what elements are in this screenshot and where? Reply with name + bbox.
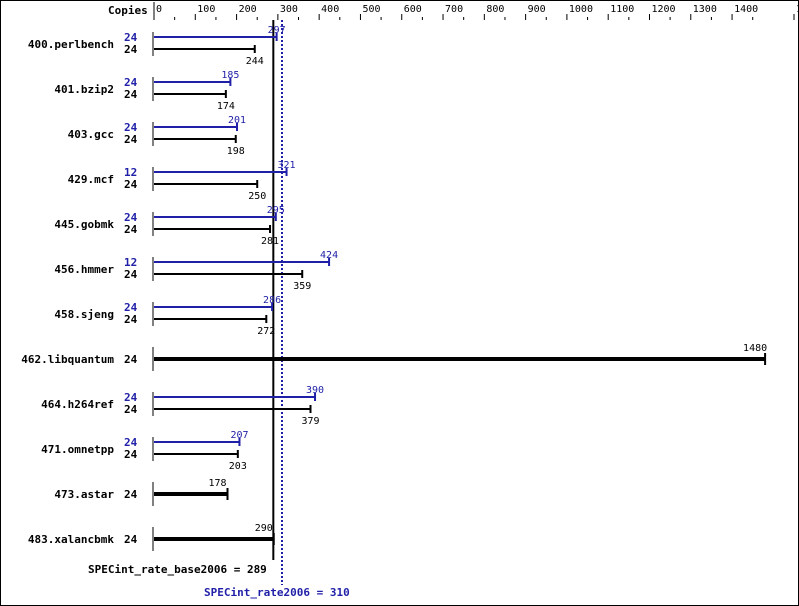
peak-copies: 24 (124, 121, 138, 134)
peak-copies: 24 (124, 211, 138, 224)
benchmark-label: 401.bzip2 (54, 83, 114, 96)
x-tick-label: 400 (321, 4, 339, 15)
benchmark-label: 445.gobmk (54, 218, 114, 231)
x-tick-label: 1400 (734, 4, 758, 15)
base-value-label: 1480 (743, 343, 767, 354)
base-copies: 24 (124, 313, 138, 326)
x-tick-label: 0 (156, 4, 162, 15)
base-copies: 24 (124, 403, 138, 416)
base-value-label: 250 (248, 191, 266, 202)
benchmark-label: 403.gcc (68, 128, 114, 141)
base-copies: 24 (124, 43, 138, 56)
x-tick-label: 100 (197, 4, 215, 15)
benchmark-label: 458.sjeng (54, 308, 114, 321)
peak-value-label: 321 (278, 160, 296, 171)
peak-copies: 24 (124, 31, 138, 44)
x-tick-label: 600 (404, 4, 422, 15)
benchmark-label: 483.xalancbmk (28, 533, 114, 546)
peak-copies: 24 (124, 301, 138, 314)
peak-copies: 12 (124, 256, 137, 269)
peak-value-label: 297 (268, 25, 286, 36)
benchmark-label: 400.perlbench (28, 38, 114, 51)
base-value-label: 359 (293, 281, 311, 292)
base-value-label: 203 (229, 461, 247, 472)
base-copies: 24 (124, 448, 138, 461)
base-value-label: 244 (246, 56, 264, 67)
x-tick-label: 300 (280, 4, 298, 15)
base-copies: 24 (124, 88, 138, 101)
x-tick-label: 500 (362, 4, 380, 15)
base-value-label: 272 (257, 326, 275, 337)
base-copies: 24 (124, 223, 138, 236)
x-tick-label: 1200 (651, 4, 675, 15)
peak-value-label: 390 (306, 385, 324, 396)
x-tick-label: 1100 (610, 4, 634, 15)
base-value-label: 174 (217, 101, 235, 112)
x-tick-label: 1000 (569, 4, 593, 15)
base-copies: 24 (124, 533, 138, 546)
x-tick-label: 1300 (693, 4, 717, 15)
peak-value-label: 201 (228, 115, 246, 126)
peak-value-label: 207 (230, 430, 248, 441)
base-summary-label: SPECint_rate_base2006 = 289 (88, 563, 267, 576)
x-tick-label: 700 (445, 4, 463, 15)
base-value-label: 290 (255, 523, 273, 534)
base-copies: 24 (124, 178, 138, 191)
peak-copies: 24 (124, 391, 138, 404)
peak-copies: 24 (124, 76, 138, 89)
base-value-label: 379 (301, 416, 319, 427)
peak-copies: 12 (124, 166, 137, 179)
base-copies: 24 (124, 133, 138, 146)
base-copies: 24 (124, 353, 138, 366)
x-tick-label: 200 (239, 4, 257, 15)
benchmark-label: 462.libquantum (21, 353, 114, 366)
x-tick-label: 900 (528, 4, 546, 15)
peak-copies: 24 (124, 436, 138, 449)
base-value-label: 281 (261, 236, 279, 247)
base-copies: 24 (124, 488, 138, 501)
base-value-label: 198 (227, 146, 245, 157)
base-copies: 24 (124, 268, 138, 281)
x-tick-label: 1550 (796, 4, 799, 15)
peak-summary-label: SPECint_rate2006 = 310 (204, 586, 350, 599)
base-value-label: 178 (208, 478, 226, 489)
peak-value-label: 286 (263, 295, 281, 306)
benchmark-label: 464.h264ref (41, 398, 114, 411)
peak-value-label: 185 (221, 70, 239, 81)
copies-header: Copies (108, 4, 148, 17)
benchmark-label: 456.hmmer (54, 263, 114, 276)
peak-value-label: 295 (267, 205, 285, 216)
benchmark-label: 429.mcf (68, 173, 114, 186)
peak-value-label: 424 (320, 250, 338, 261)
benchmark-label: 473.astar (54, 488, 114, 501)
benchmark-label: 471.omnetpp (41, 443, 114, 456)
x-tick-label: 800 (486, 4, 504, 15)
